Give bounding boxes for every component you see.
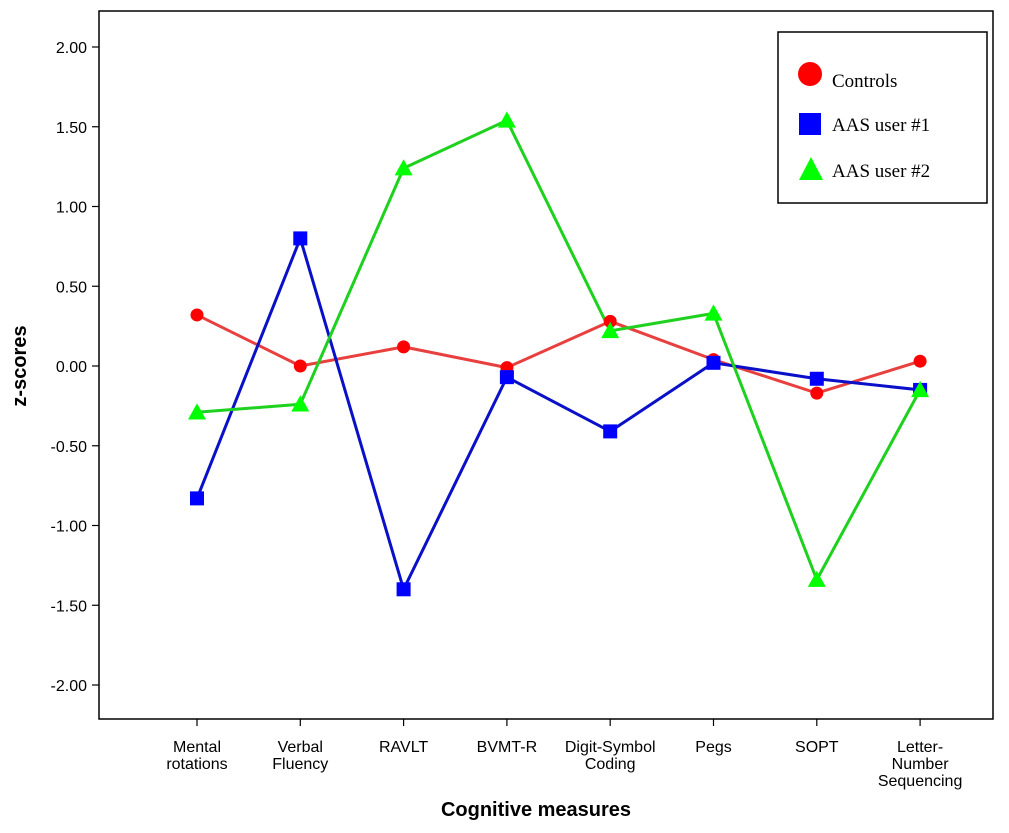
y-tick-label: -1.50: [51, 598, 88, 615]
data-point: [913, 354, 927, 368]
legend-label: Controls: [832, 71, 897, 92]
data-point: [807, 570, 826, 587]
legend: Controls AAS user #1 AAS user #2: [777, 31, 988, 204]
series-square: [195, 236, 921, 591]
data-point: [293, 231, 308, 246]
y-tick-label: 1.00: [56, 200, 87, 217]
x-axis: Mental rotations Verbal Fluency RAVLT BVMT-R D…: [166, 719, 962, 790]
data-point: [601, 321, 620, 339]
legend-square-icon: [799, 113, 821, 135]
y-tick-label: 2.00: [56, 40, 87, 57]
data-point: [291, 395, 310, 412]
data-point: [190, 308, 204, 322]
y-tick-label: 0.00: [56, 359, 87, 376]
plot-area: [98, 10, 994, 720]
data-point: [603, 314, 617, 328]
legend-circle-icon: [798, 62, 822, 86]
data-point: [809, 371, 824, 386]
y-tick-label: -2.00: [51, 678, 88, 695]
plot-frame: [98, 10, 994, 720]
data-point: [810, 386, 824, 400]
data-point: [394, 159, 413, 176]
data-point: [704, 304, 723, 321]
legend-triangle-icon: [799, 157, 823, 180]
series-layer: [188, 111, 930, 597]
y-axis-title: z-scores: [9, 325, 31, 406]
data-point: [499, 370, 514, 385]
x-tick-label: SOPT: [795, 739, 839, 756]
data-point: [497, 111, 516, 128]
x-tick-label: Verbal Fluency: [272, 739, 328, 773]
y-tick-label: 0.50: [56, 279, 87, 296]
data-point: [188, 403, 206, 420]
data-point: [397, 340, 411, 354]
x-axis-title: Cognitive measures: [441, 799, 631, 821]
x-tick-label: BVMT-R: [477, 739, 537, 756]
series-markers: [188, 111, 930, 587]
data-point: [911, 380, 930, 398]
data-point: [706, 355, 721, 370]
y-axis: 2.00 1.50 1.00 0.50 0.00 -0.50 -1.00 -1.50 -2.00: [51, 40, 99, 695]
series-line: [196, 118, 922, 582]
data-point: [603, 424, 618, 439]
legend-label: AAS user #1: [832, 115, 930, 136]
series-line: [195, 236, 921, 591]
data-point: [190, 491, 204, 506]
series-markers: [190, 231, 928, 597]
y-tick-label: 1.50: [56, 120, 87, 137]
x-tick-label: Digit-Symbol Coding: [565, 739, 656, 773]
x-tick-label: Mental rotations: [166, 739, 227, 773]
series-triangle: [196, 118, 922, 582]
data-point: [293, 359, 307, 373]
legend-label: AAS user #2: [832, 161, 930, 182]
y-tick-label: -1.00: [51, 519, 88, 536]
series-markers: [190, 308, 927, 400]
x-tick-label: Letter-Number Sequencing: [878, 739, 963, 790]
y-tick-label: -0.50: [51, 439, 88, 456]
x-tick-label: Pegs: [695, 739, 731, 756]
data-point: [396, 582, 411, 597]
x-tick-label: RAVLT: [379, 739, 428, 756]
